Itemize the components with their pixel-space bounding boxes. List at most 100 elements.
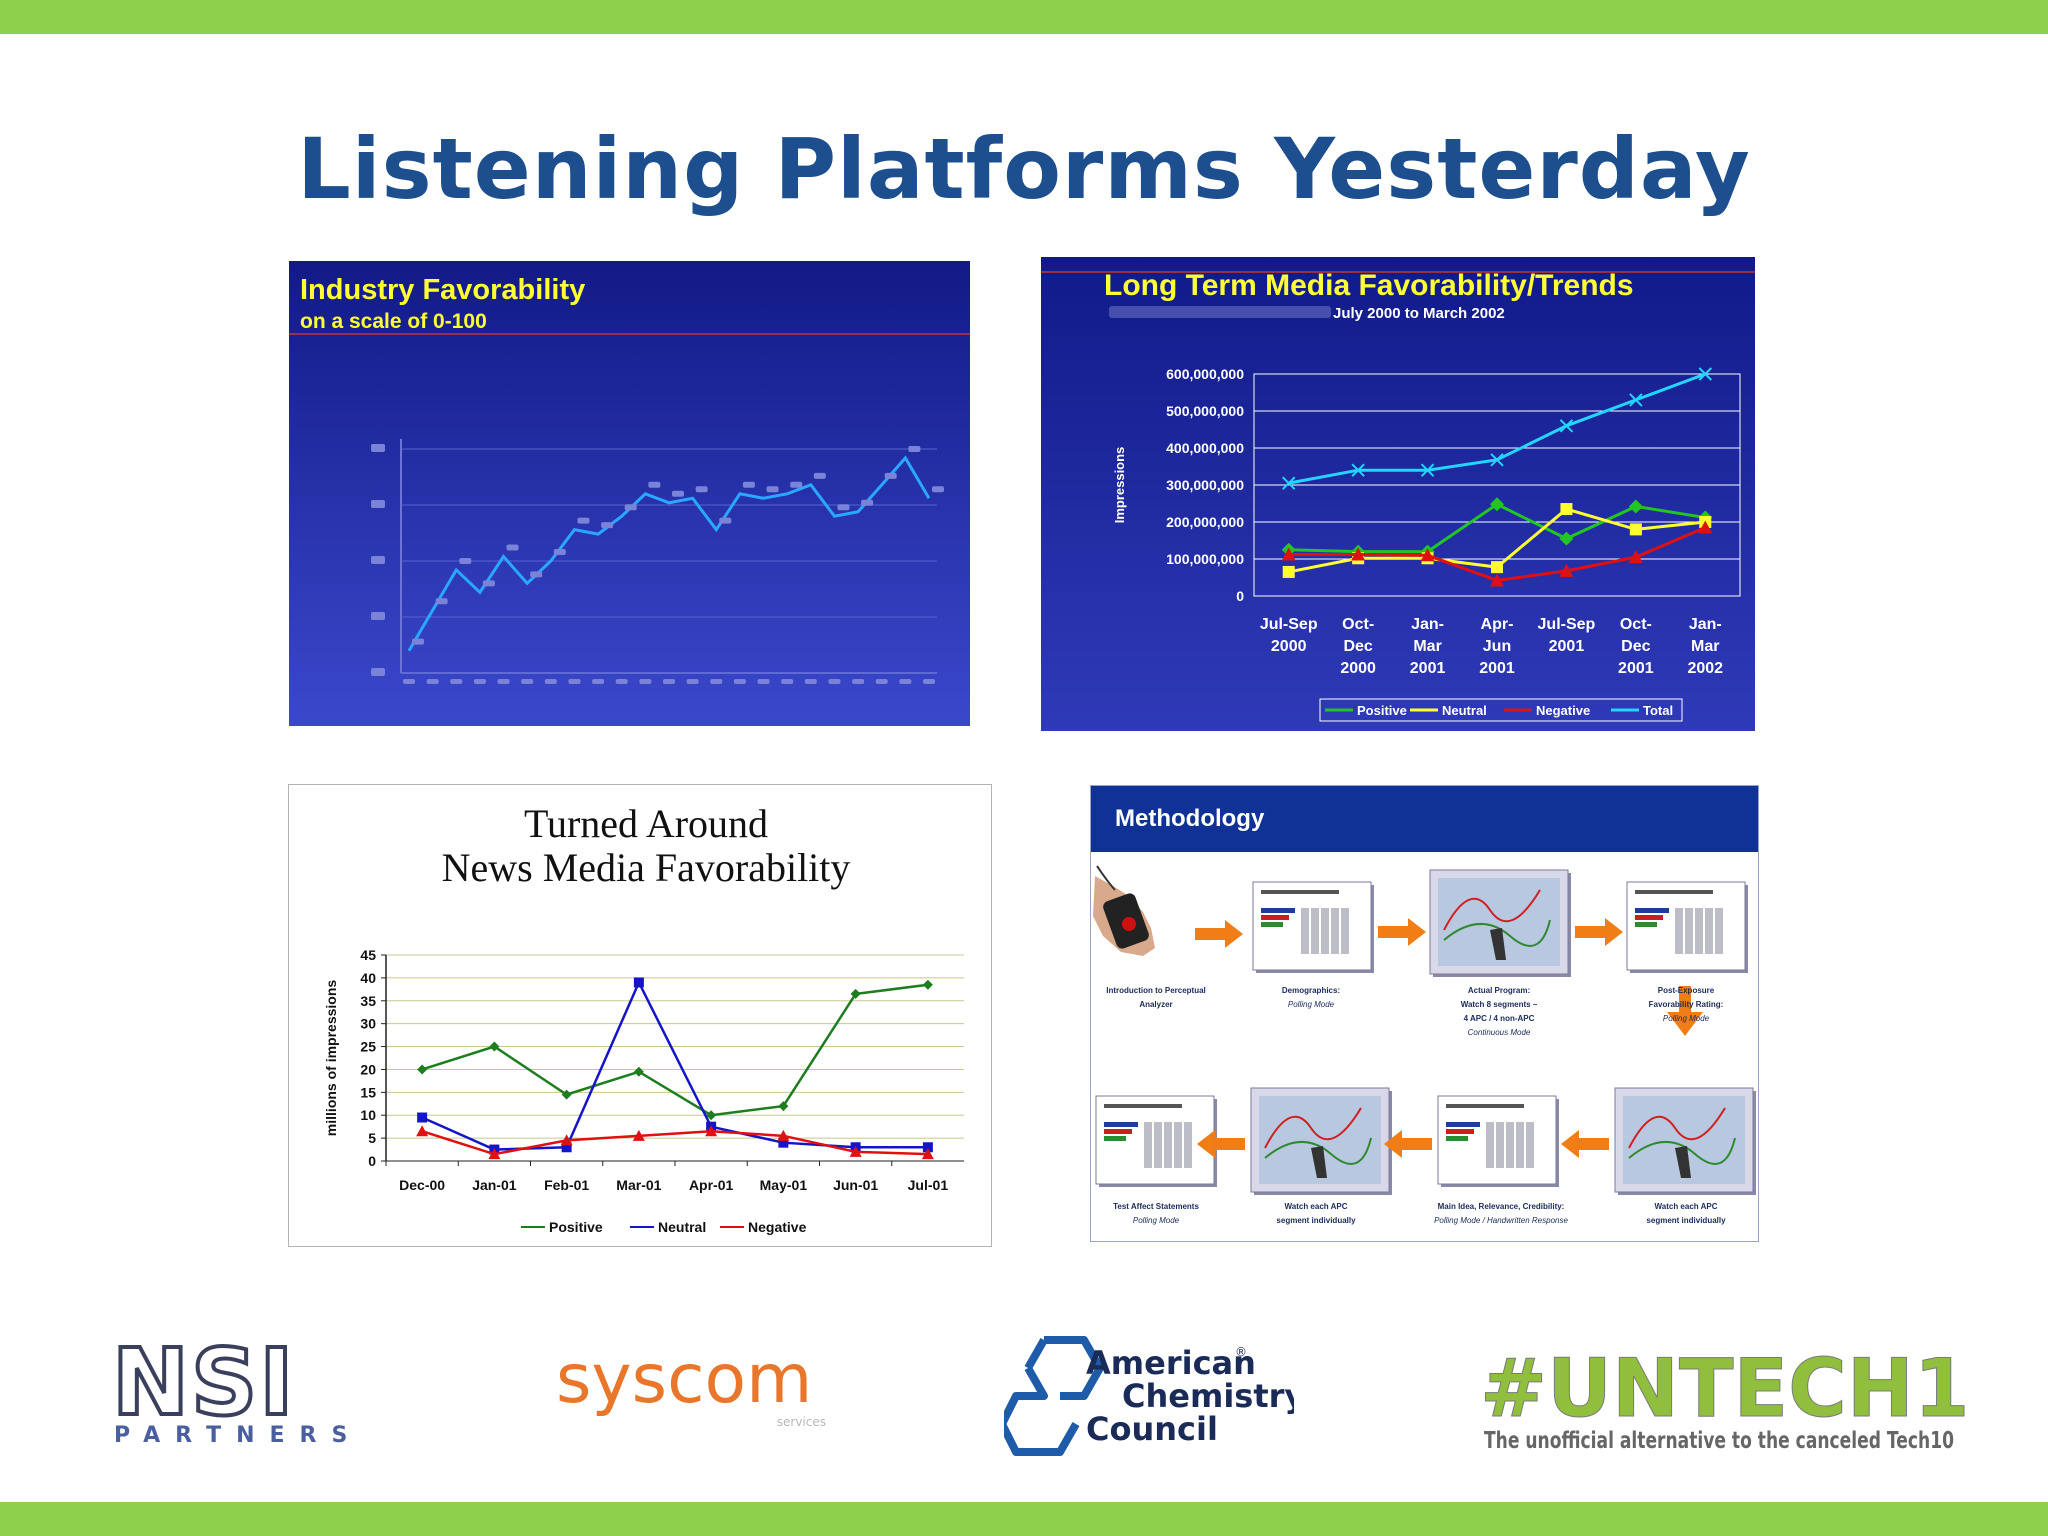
y-tick-label: 40 [360, 970, 376, 986]
x-tick-label [757, 679, 770, 684]
data-point [1420, 548, 1435, 562]
thumbnail-question-text [1635, 890, 1713, 894]
x-tick-label: 2001 [1618, 660, 1654, 677]
methodology-step-caption: Demographics: Polling Mode [1281, 986, 1341, 1009]
chart-title: Long Term Media Favorability/Trends [1104, 269, 1634, 302]
untech10-logo: #UNTECH10 The unofficial alternative to … [1470, 1336, 2026, 1456]
y-tick-label: 300,000,000 [1166, 477, 1244, 493]
legend-label: Negative [1536, 703, 1590, 718]
legend-bar [1635, 908, 1669, 913]
table-column [1311, 908, 1319, 954]
svg-text:®: ® [1235, 1345, 1247, 1359]
news-media-favorability-chart: Turned Around News Media Favorability 45… [288, 784, 992, 1247]
y-tick-label: 400,000,000 [1166, 440, 1244, 456]
data-point [1698, 367, 1712, 381]
series-line-neutral [421, 979, 928, 1151]
x-tick-label [426, 679, 439, 684]
chart-subtitle: on a scale of 0-100 [300, 310, 487, 333]
methodology-step-caption: Actual Program: Watch 8 segments –4 APC /… [1460, 986, 1538, 1037]
data-point [1490, 573, 1504, 587]
svg-text:American: American [1086, 1344, 1256, 1382]
table-column [1321, 908, 1329, 954]
data-label [766, 486, 779, 493]
x-tick-label: Jul-01 [908, 1177, 949, 1193]
series-line [407, 455, 931, 652]
table-column [1695, 908, 1703, 954]
y-tick-label: 15 [360, 1084, 376, 1100]
data-point [1490, 453, 1504, 467]
legend-bar [1446, 1136, 1468, 1141]
data-point [706, 1110, 717, 1121]
svg-text:syscom: syscom [556, 1344, 812, 1419]
data-label [553, 549, 566, 555]
data-label [624, 504, 637, 511]
x-tick-label: Mar-01 [616, 1177, 661, 1193]
svg-text:PARTNERS: PARTNERS [114, 1423, 362, 1446]
legend-bar [1635, 922, 1657, 927]
table-column [1341, 908, 1349, 954]
data-point [850, 988, 861, 999]
x-tick-label [568, 679, 581, 684]
bottom-accent-bar [0, 1502, 2048, 1536]
data-label [884, 472, 897, 479]
long-term-trends-chart: Long Term Media Favorability/Trends July… [1041, 257, 1755, 731]
legend-bar [1104, 1129, 1132, 1134]
blurred-source-text [1109, 306, 1331, 318]
data-point [921, 1148, 934, 1160]
x-tick-label: Feb-01 [544, 1177, 589, 1193]
figure-silhouette [1490, 928, 1506, 960]
legend-bar [1261, 922, 1283, 927]
long-term-trends-panel: Long Term Media Favorability/Trends July… [1041, 257, 1755, 731]
data-point [1351, 547, 1366, 561]
table-column [1526, 1122, 1534, 1168]
x-tick-label [450, 679, 463, 684]
x-tick-label: Jan- [1411, 616, 1444, 633]
chart-title-line-1: Turned Around [524, 801, 768, 846]
trace-line [1628, 1107, 1726, 1149]
data-point [417, 1064, 428, 1075]
x-tick-label: 2002 [1687, 660, 1723, 677]
data-label [837, 504, 850, 511]
thumbnail-question-text [1261, 890, 1339, 894]
data-point [1628, 499, 1643, 514]
data-point [561, 1142, 572, 1153]
x-tick-label [686, 679, 699, 684]
y-tick-label: 45 [360, 947, 376, 963]
data-label [506, 544, 519, 551]
data-point [488, 1148, 501, 1160]
y-tick-label [371, 612, 385, 620]
y-tick-label [371, 668, 385, 676]
data-point [633, 1066, 644, 1077]
table-column [1174, 1122, 1182, 1168]
x-tick-label [710, 679, 723, 684]
x-tick-label [899, 679, 912, 684]
x-tick-label: Mar [1691, 638, 1719, 655]
data-label [932, 486, 944, 493]
legend-bar [1104, 1122, 1138, 1127]
data-point [1560, 503, 1573, 516]
x-tick-label [473, 679, 486, 684]
svg-text:The unofficial alternative to: The unofficial alternative to the cancel… [1484, 1428, 1954, 1454]
data-point [632, 1129, 645, 1141]
data-label [742, 481, 755, 488]
series-line-positive [421, 983, 929, 1117]
table-column [1516, 1122, 1524, 1168]
chart-title: Industry Favorability [300, 274, 585, 306]
table-column [1164, 1122, 1172, 1168]
y-tick-label: 100,000,000 [1166, 551, 1244, 567]
american-chemistry-council-logo: American ® Chemistry Council [998, 1328, 1305, 1468]
table-column [1301, 908, 1309, 954]
industry-favorability-panel: Industry Favorability on a scale of 0-10… [289, 261, 970, 726]
y-tick-label: 600,000,000 [1166, 366, 1244, 382]
svg-text:services: services [777, 1415, 826, 1429]
legend-bar [1261, 915, 1289, 920]
data-point [1490, 497, 1504, 512]
data-point [1629, 393, 1643, 407]
y-tick-label: 35 [360, 993, 376, 1009]
table-column [1331, 908, 1339, 954]
x-tick-label: 2000 [1271, 638, 1307, 655]
y-tick-label: 0 [1236, 588, 1244, 604]
methodology-flow [1093, 865, 1756, 1195]
legend-bar [1104, 1136, 1126, 1141]
y-tick-label [371, 500, 385, 508]
